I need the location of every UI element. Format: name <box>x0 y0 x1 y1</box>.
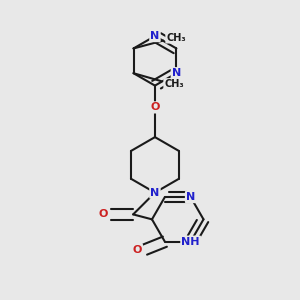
Text: N: N <box>150 31 160 41</box>
Text: N: N <box>150 188 160 198</box>
Text: O: O <box>99 209 108 219</box>
Text: NH: NH <box>182 237 200 247</box>
Text: N: N <box>186 192 195 202</box>
Text: CH₃: CH₃ <box>166 33 186 43</box>
Text: O: O <box>132 244 142 255</box>
Text: O: O <box>150 102 160 112</box>
Text: N: N <box>172 68 181 78</box>
Text: CH₃: CH₃ <box>164 79 184 89</box>
